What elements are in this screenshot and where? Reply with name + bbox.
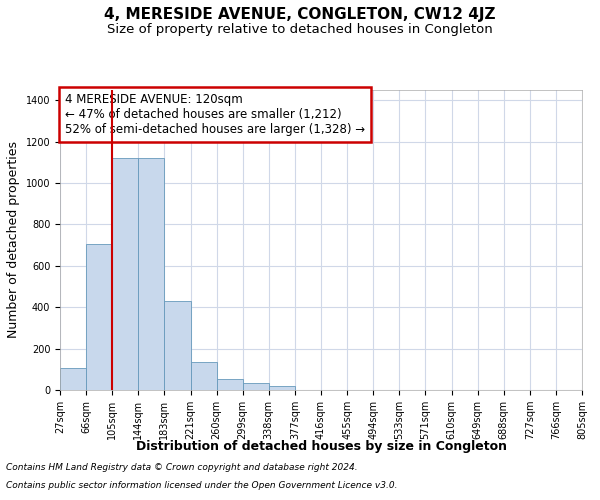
Bar xyxy=(112,158,139,390)
Bar xyxy=(191,362,217,390)
Text: Contains public sector information licensed under the Open Government Licence v3: Contains public sector information licen… xyxy=(6,481,398,490)
Bar xyxy=(86,244,112,390)
Bar xyxy=(217,378,243,390)
Text: Contains HM Land Registry data © Crown copyright and database right 2024.: Contains HM Land Registry data © Crown c… xyxy=(6,464,358,472)
Bar xyxy=(60,368,86,390)
Text: Distribution of detached houses by size in Congleton: Distribution of detached houses by size … xyxy=(136,440,506,453)
Bar xyxy=(164,301,191,390)
Y-axis label: Number of detached properties: Number of detached properties xyxy=(7,142,20,338)
Bar xyxy=(139,158,164,390)
Bar xyxy=(269,386,295,390)
Text: 4 MERESIDE AVENUE: 120sqm
← 47% of detached houses are smaller (1,212)
52% of se: 4 MERESIDE AVENUE: 120sqm ← 47% of detac… xyxy=(65,93,365,136)
Text: 4, MERESIDE AVENUE, CONGLETON, CW12 4JZ: 4, MERESIDE AVENUE, CONGLETON, CW12 4JZ xyxy=(104,8,496,22)
Bar xyxy=(242,383,269,390)
Text: Size of property relative to detached houses in Congleton: Size of property relative to detached ho… xyxy=(107,22,493,36)
